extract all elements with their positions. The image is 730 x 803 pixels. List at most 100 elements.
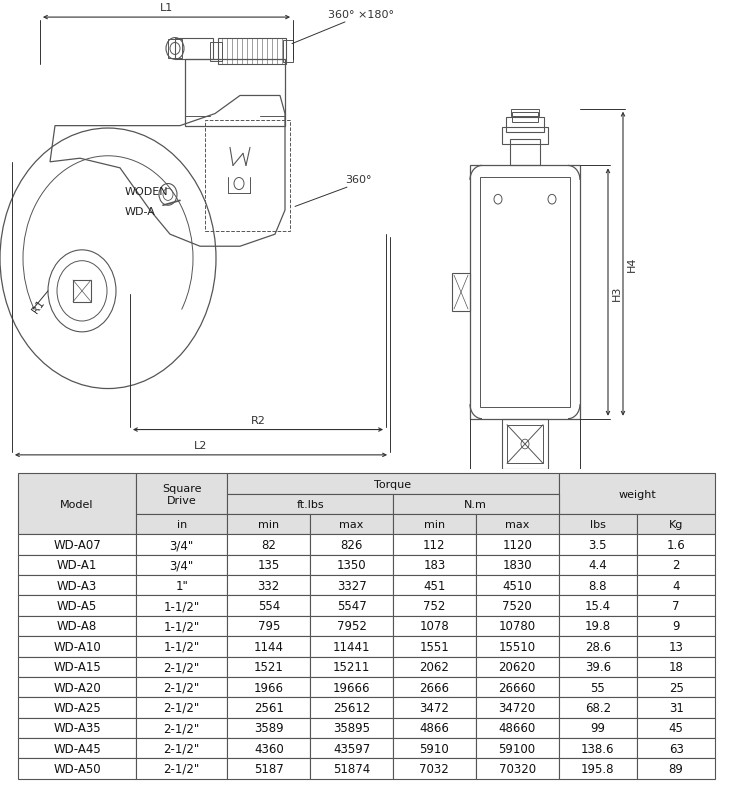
- Bar: [18, 738, 136, 758]
- Text: 31: 31: [669, 701, 683, 714]
- Text: 1830: 1830: [502, 559, 532, 572]
- Text: WD-A1: WD-A1: [57, 559, 97, 572]
- Text: 4: 4: [672, 579, 680, 592]
- Text: WD-A5: WD-A5: [57, 599, 97, 613]
- Text: 26660: 26660: [499, 681, 536, 694]
- Bar: [502, 419, 548, 470]
- Text: 360°: 360°: [345, 175, 372, 185]
- Text: 1521: 1521: [254, 660, 284, 674]
- Bar: [228, 758, 310, 779]
- Text: WD-A45: WD-A45: [53, 742, 101, 755]
- Bar: [637, 636, 715, 657]
- Bar: [18, 555, 136, 576]
- Bar: [185, 60, 285, 126]
- Bar: [310, 677, 393, 697]
- Text: 89: 89: [669, 762, 683, 775]
- Text: 451: 451: [423, 579, 445, 592]
- Bar: [136, 515, 228, 535]
- Bar: [476, 576, 558, 596]
- Text: 5910: 5910: [420, 742, 449, 755]
- Bar: [228, 636, 310, 657]
- Bar: [476, 535, 558, 555]
- Bar: [310, 697, 393, 718]
- Text: 10780: 10780: [499, 620, 536, 633]
- Bar: [476, 738, 558, 758]
- Bar: [228, 494, 393, 515]
- Text: 15510: 15510: [499, 640, 536, 653]
- Text: 1-1/2": 1-1/2": [164, 599, 200, 613]
- Bar: [136, 677, 228, 697]
- Text: 3/4": 3/4": [169, 559, 193, 572]
- Text: R2: R2: [250, 415, 266, 426]
- Bar: [393, 718, 476, 738]
- Text: 25: 25: [669, 681, 683, 694]
- Text: 34720: 34720: [499, 701, 536, 714]
- Text: WD-A8: WD-A8: [57, 620, 97, 633]
- Text: WD-A07: WD-A07: [53, 539, 101, 552]
- Bar: [175, 39, 213, 60]
- Bar: [393, 535, 476, 555]
- Text: 4.4: 4.4: [588, 559, 607, 572]
- Bar: [393, 657, 476, 677]
- Bar: [558, 576, 637, 596]
- Text: max: max: [505, 520, 529, 530]
- Bar: [558, 616, 637, 636]
- Text: 25612: 25612: [333, 701, 370, 714]
- Text: WD-A50: WD-A50: [53, 762, 101, 775]
- Text: 1-1/2": 1-1/2": [164, 640, 200, 653]
- Bar: [637, 535, 715, 555]
- Text: H1: H1: [518, 487, 532, 496]
- Text: Model: Model: [61, 499, 94, 509]
- Text: 3.5: 3.5: [588, 539, 607, 552]
- Bar: [393, 494, 558, 515]
- Text: max: max: [339, 520, 364, 530]
- Text: 28.6: 28.6: [585, 640, 611, 653]
- Bar: [18, 677, 136, 697]
- Bar: [228, 616, 310, 636]
- Bar: [393, 576, 476, 596]
- Text: 48660: 48660: [499, 721, 536, 734]
- Text: 795: 795: [258, 620, 280, 633]
- Text: 3472: 3472: [420, 701, 449, 714]
- Bar: [476, 657, 558, 677]
- Bar: [637, 718, 715, 738]
- Bar: [228, 515, 310, 535]
- Bar: [558, 718, 637, 738]
- Text: 43597: 43597: [333, 742, 370, 755]
- Text: 2-1/2": 2-1/2": [164, 660, 200, 674]
- Text: 99: 99: [591, 721, 605, 734]
- Bar: [393, 515, 476, 535]
- Text: 554: 554: [258, 599, 280, 613]
- Bar: [73, 281, 91, 303]
- Bar: [637, 657, 715, 677]
- Text: WD-A35: WD-A35: [53, 721, 101, 734]
- Bar: [205, 120, 290, 231]
- Text: WODEN: WODEN: [125, 187, 169, 197]
- Text: 7952: 7952: [337, 620, 366, 633]
- Text: H4: H4: [627, 257, 637, 272]
- Text: 2-1/2": 2-1/2": [164, 742, 200, 755]
- Bar: [310, 515, 393, 535]
- Text: 2-1/2": 2-1/2": [164, 681, 200, 694]
- Text: WD-A25: WD-A25: [53, 701, 101, 714]
- Bar: [558, 697, 637, 718]
- Bar: [18, 474, 136, 535]
- Text: 195.8: 195.8: [581, 762, 615, 775]
- Text: Torque: Torque: [374, 479, 412, 489]
- Text: 826: 826: [340, 539, 363, 552]
- Text: 360° ×180°: 360° ×180°: [328, 10, 394, 20]
- Bar: [476, 515, 558, 535]
- Bar: [18, 616, 136, 636]
- Text: 332: 332: [258, 579, 280, 592]
- Bar: [310, 616, 393, 636]
- Text: 1966: 1966: [254, 681, 284, 694]
- Bar: [136, 616, 228, 636]
- Bar: [310, 576, 393, 596]
- Bar: [480, 178, 570, 407]
- Bar: [637, 596, 715, 616]
- Text: L2: L2: [194, 441, 208, 450]
- Text: 70320: 70320: [499, 762, 536, 775]
- Bar: [393, 616, 476, 636]
- Bar: [470, 166, 580, 419]
- Text: 15.4: 15.4: [585, 599, 611, 613]
